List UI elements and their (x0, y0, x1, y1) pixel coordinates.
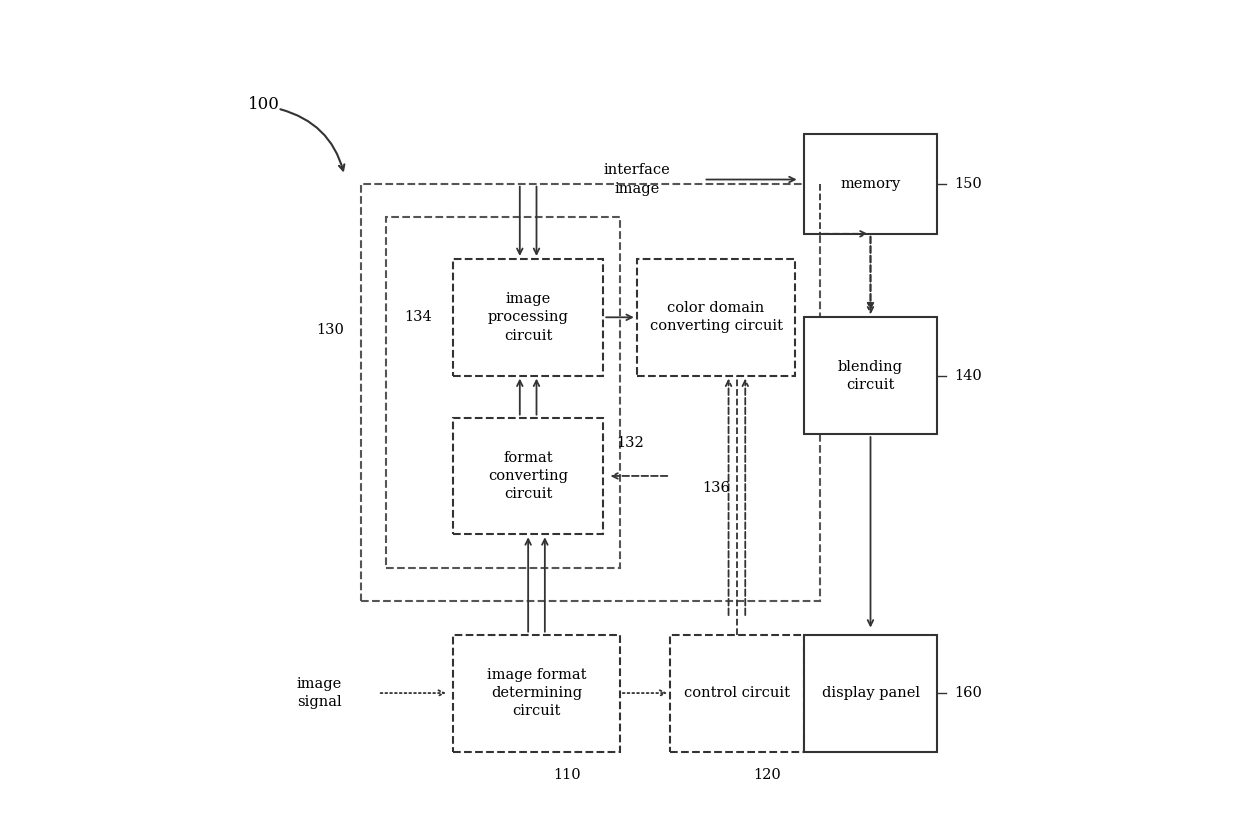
FancyBboxPatch shape (636, 259, 795, 376)
FancyBboxPatch shape (804, 635, 937, 752)
Text: blending
circuit: blending circuit (838, 360, 903, 392)
Text: 130: 130 (316, 323, 345, 337)
Text: control circuit: control circuit (684, 686, 790, 700)
Text: interface
image: interface image (604, 164, 670, 195)
Text: image format
determining
circuit: image format determining circuit (487, 668, 587, 718)
Text: format
converting
circuit: format converting circuit (489, 451, 568, 501)
Text: color domain
converting circuit: color domain converting circuit (650, 301, 782, 333)
Text: display panel: display panel (821, 686, 920, 700)
FancyBboxPatch shape (453, 259, 604, 376)
Text: 136: 136 (702, 482, 730, 495)
Text: 140: 140 (954, 369, 982, 382)
Text: 160: 160 (954, 686, 982, 700)
Text: 110: 110 (553, 768, 580, 782)
FancyBboxPatch shape (670, 635, 804, 752)
Text: memory: memory (841, 177, 900, 190)
Text: 100: 100 (248, 96, 280, 113)
Text: 134: 134 (404, 311, 432, 324)
FancyBboxPatch shape (804, 317, 937, 434)
Text: image
signal: image signal (296, 677, 342, 709)
Text: 150: 150 (954, 177, 982, 190)
FancyBboxPatch shape (453, 635, 620, 752)
Text: image
processing
circuit: image processing circuit (487, 292, 569, 342)
FancyBboxPatch shape (804, 134, 937, 234)
Text: 120: 120 (754, 768, 781, 782)
Text: 132: 132 (616, 436, 644, 449)
FancyBboxPatch shape (453, 418, 604, 534)
